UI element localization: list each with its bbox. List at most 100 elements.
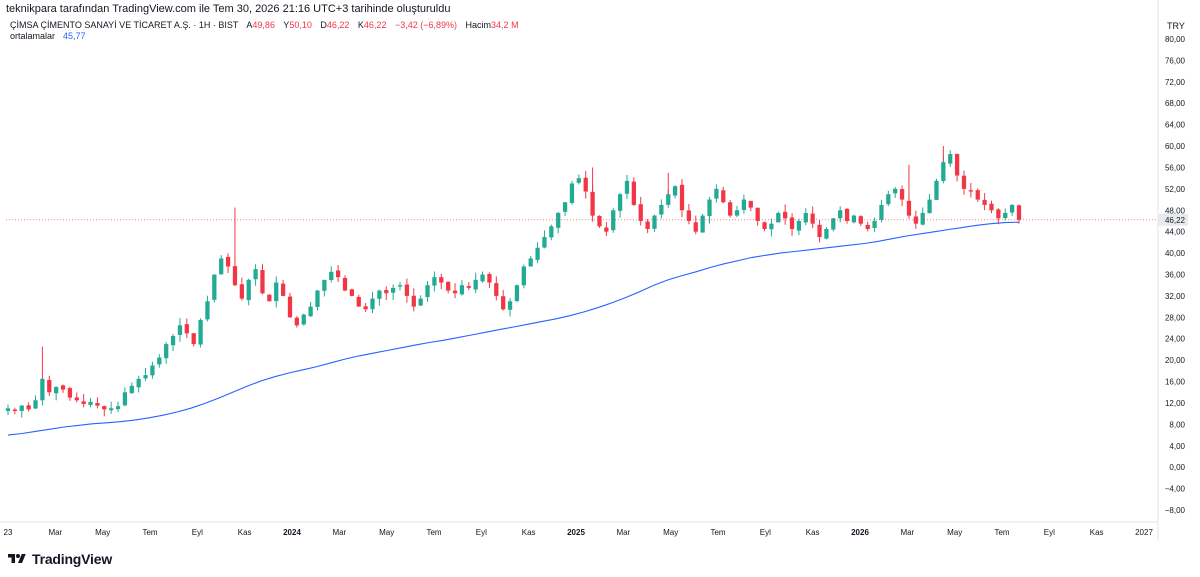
candle-body: [432, 277, 437, 286]
high-value: 50,10: [289, 20, 312, 30]
candle-body: [102, 406, 107, 410]
candle-body: [40, 378, 45, 401]
candle-body: [397, 285, 403, 287]
candle-body: [12, 409, 18, 411]
candle-body: [225, 256, 231, 267]
candle-body: [844, 208, 850, 221]
candle-body: [631, 181, 636, 205]
price-tick-label: −4,00: [1165, 485, 1186, 494]
candle-body: [363, 306, 368, 310]
high-label: Y: [283, 20, 290, 30]
close-value: 46,22: [363, 20, 387, 30]
time-tick-label: May: [663, 528, 678, 537]
candle-body: [693, 222, 698, 232]
time-tick-label: Kas: [1090, 528, 1104, 537]
candle-body: [652, 215, 657, 229]
indicator-value: 45,77: [63, 31, 86, 41]
indicator-name: ortalamalar: [10, 31, 56, 41]
time-tick-label: May: [947, 528, 962, 537]
candle-body: [948, 154, 953, 164]
candle-body: [583, 177, 588, 192]
candle-body: [872, 220, 877, 228]
price-tick-label: −8,00: [1165, 506, 1186, 515]
candle-body: [899, 189, 905, 200]
price-tick-label: 44,00: [1165, 228, 1186, 237]
candle-body: [755, 207, 760, 221]
price-tick-label: 0,00: [1169, 463, 1185, 472]
candle-body: [562, 202, 568, 212]
candle-body: [239, 284, 244, 299]
candle-body: [191, 333, 196, 345]
candle-body: [74, 397, 79, 401]
last-price-tag-text: 46,22: [1165, 216, 1186, 225]
candle-body: [624, 180, 630, 194]
candle-body: [143, 375, 148, 379]
candle-body: [789, 217, 795, 230]
candle-body: [198, 319, 203, 345]
candle-body: [1009, 204, 1015, 213]
tradingview-logo-icon: [8, 554, 26, 563]
candle-body: [81, 401, 86, 405]
candle-body: [129, 385, 134, 394]
change-value: −3,42 (−6,89%): [394, 20, 458, 30]
volume-label: Hacim: [465, 20, 492, 30]
candle-body: [184, 324, 189, 334]
time-tick-label: Tem: [426, 528, 441, 537]
candle-body: [418, 298, 423, 306]
candle-body: [205, 301, 210, 320]
candle-body: [109, 408, 114, 411]
candle-body: [982, 199, 987, 205]
candle-body: [831, 218, 836, 230]
candle-body: [219, 258, 224, 275]
tradingview-logo[interactable]: TradingView: [6, 549, 112, 569]
candle-body: [115, 406, 121, 410]
time-tick-label: Tem: [710, 528, 725, 537]
price-axis: 80,00 76,00 72,00 68,00 64,00 60,00 56,00 52,00…: [1157, 0, 1186, 540]
candle-body: [301, 314, 306, 325]
candle-body: [60, 385, 66, 390]
indicator-legend[interactable]: ortalamalar 45,77: [10, 31, 86, 41]
candle-body: [549, 226, 554, 238]
candle-body: [329, 271, 334, 281]
low-label: D: [320, 20, 327, 30]
candle-body: [556, 212, 561, 228]
candle-body: [404, 284, 410, 296]
candle-body: [597, 215, 602, 227]
candle-body: [528, 258, 533, 267]
time-tick-label: Mar: [616, 528, 630, 537]
candle-body: [879, 204, 884, 220]
open-value: 49,86: [252, 20, 275, 30]
candle-body: [274, 282, 279, 302]
price-tick-label: 56,00: [1165, 163, 1186, 172]
candle-body: [136, 378, 141, 388]
time-tick-label: Eyl: [1044, 528, 1055, 537]
candle-body: [996, 209, 1001, 219]
price-tick-label: 76,00: [1165, 56, 1186, 65]
candle-body: [776, 212, 781, 223]
candle-body: [122, 392, 128, 406]
candle-body: [384, 290, 389, 294]
candle-body: [26, 405, 31, 410]
candle-body: [535, 247, 540, 260]
last-price-tag: 46,22: [6, 213, 1188, 226]
candle-body: [67, 388, 73, 398]
candle-body: [377, 290, 382, 299]
candle-body: [494, 283, 499, 296]
candle-body: [851, 215, 857, 223]
candle-body: [19, 405, 24, 411]
price-tick-label: 48,00: [1165, 206, 1186, 215]
candle-body: [824, 229, 829, 239]
candle-body: [741, 199, 747, 210]
candle-body: [865, 224, 870, 230]
price-tick-label: 36,00: [1165, 271, 1186, 280]
time-tick-label: Kas: [806, 528, 820, 537]
candle-body: [466, 286, 471, 288]
candle-body: [803, 212, 808, 223]
candle-body: [576, 178, 581, 183]
candle-body: [666, 194, 671, 205]
time-tick-label: Eyl: [476, 528, 487, 537]
last-price-tag-bg: [1158, 213, 1188, 226]
candle-body: [439, 277, 444, 283]
symbol-legend[interactable]: ÇİMSA ÇİMENTO SANAYİ VE TİCARET A.Ş. · 1…: [10, 20, 519, 30]
